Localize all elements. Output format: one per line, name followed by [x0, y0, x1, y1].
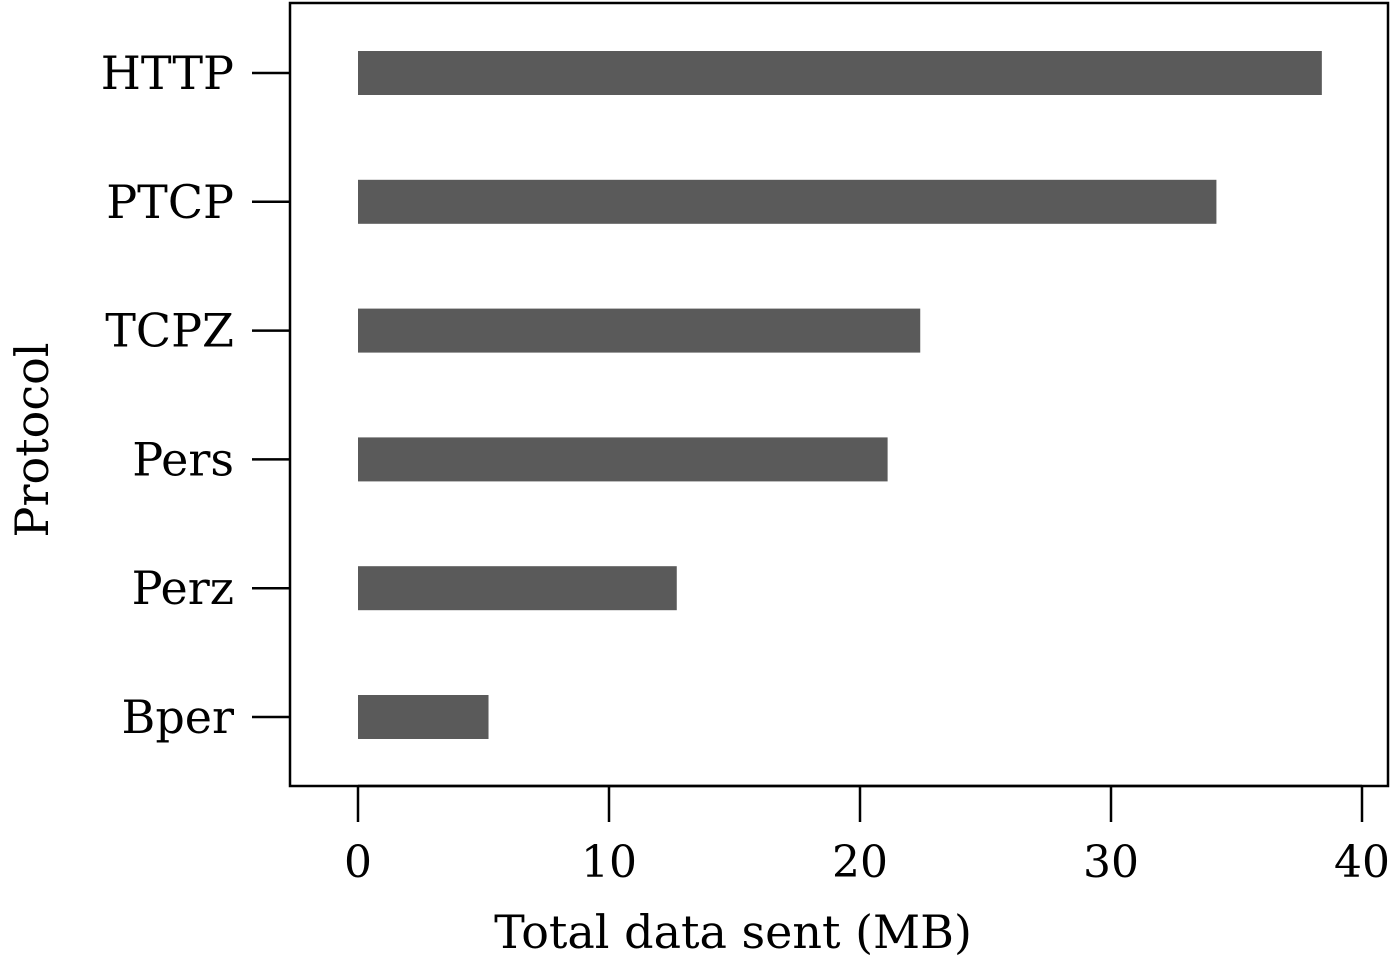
y-tick-label-perz: Perz	[132, 561, 234, 615]
x-tick-label-40: 40	[1334, 837, 1390, 888]
x-axis: 0 10 20 30 40	[344, 784, 1390, 888]
y-axis-title: Protocol	[5, 343, 59, 538]
x-tick-label-0: 0	[344, 837, 372, 888]
y-tick-label-bper: Bper	[122, 690, 234, 744]
y-tick-label-ptcp: PTCP	[106, 175, 234, 229]
x-axis-title: Total data sent (MB)	[494, 905, 972, 959]
bar-ptcp	[358, 179, 1217, 224]
bar-perz	[358, 566, 677, 611]
bar-tcpz	[358, 308, 921, 353]
bar-http	[358, 51, 1322, 95]
bars-layer	[358, 51, 1322, 739]
y-tick-label-tcpz: TCPZ	[105, 304, 234, 358]
bar-pers	[358, 437, 888, 482]
y-axis: HTTP PTCP TCPZ Pers Perz Bper	[101, 46, 290, 744]
plot-frame	[288, 1, 1390, 788]
x-tick-label-30: 30	[1083, 837, 1139, 888]
bar-bper	[358, 695, 489, 739]
x-tick-label-10: 10	[581, 837, 637, 888]
x-tick-label-20: 20	[832, 837, 888, 888]
y-tick-label-pers: Pers	[132, 432, 234, 486]
y-tick-label-http: HTTP	[101, 46, 234, 100]
